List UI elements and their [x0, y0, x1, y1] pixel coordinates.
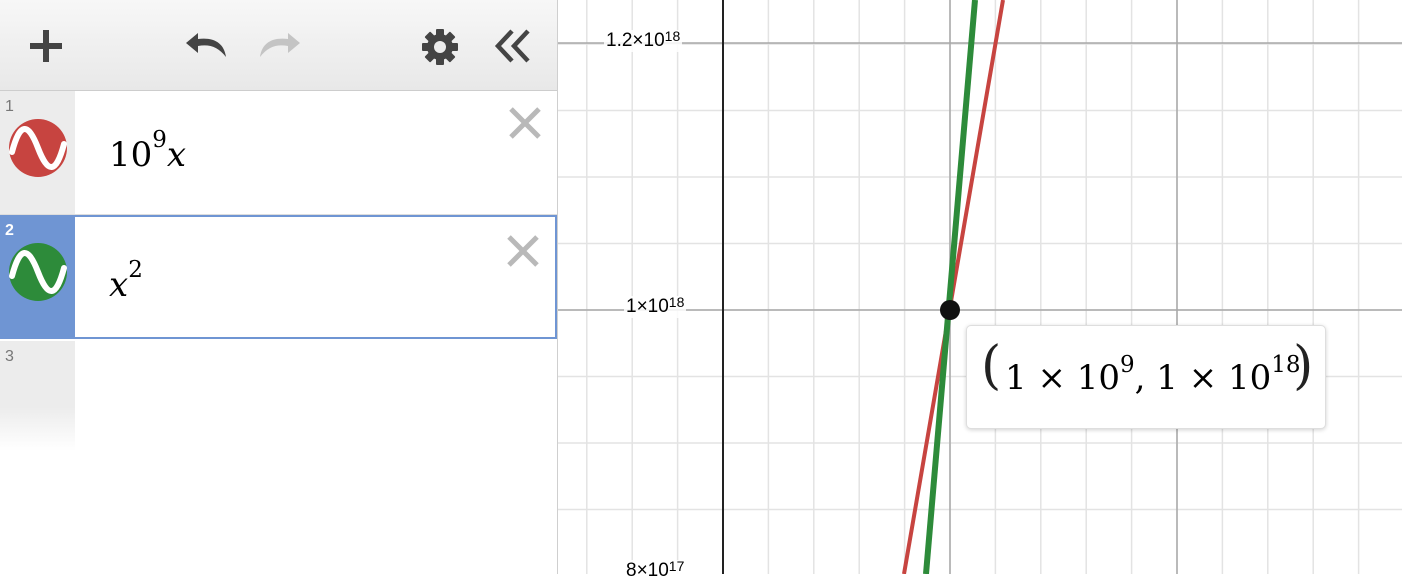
expression-number: 1: [5, 98, 14, 115]
close-icon: [509, 107, 541, 139]
math-exponent: 9: [152, 127, 167, 153]
expression-input[interactable]: x2: [75, 215, 557, 339]
math-expression: 109x: [109, 129, 187, 176]
sine-wave-icon: [9, 119, 67, 177]
minor-gridlines-vertical: [586, 0, 1360, 574]
expression-row-empty[interactable]: 3: [0, 341, 557, 451]
open-paren: (: [981, 336, 1002, 396]
gear-icon: [422, 29, 458, 65]
major-gridlines: [558, 0, 1402, 574]
math-base: 10: [109, 135, 153, 175]
y-label-mantissa: 8×10: [626, 560, 669, 581]
y-exponent: 18: [1271, 352, 1301, 378]
math-exponent: 2: [128, 257, 143, 283]
y-label-mantissa: 1.2×10: [606, 30, 665, 51]
x-exponent: 9: [1120, 352, 1135, 378]
expression-gutter: 3: [0, 341, 75, 451]
math-variable: x: [166, 135, 187, 175]
delete-expression-button[interactable]: [505, 233, 541, 273]
quadratic-curve: [923, 0, 978, 575]
expression-number: 3: [5, 348, 14, 365]
y-mantissa: 1 × 10: [1156, 358, 1272, 398]
expression-input[interactable]: 109x: [75, 91, 557, 214]
x-mantissa: 1 × 10: [1005, 358, 1120, 398]
redo-button[interactable]: [256, 27, 302, 63]
y-label-exponent: 18: [664, 28, 681, 44]
graph-color-toggle[interactable]: [8, 242, 68, 307]
graph-color-toggle[interactable]: [8, 118, 68, 183]
expression-row[interactable]: 2 x2: [0, 215, 557, 339]
redo-icon: [260, 33, 300, 57]
delete-expression-button[interactable]: [507, 105, 543, 145]
add-item-button[interactable]: [27, 27, 65, 65]
point-coordinate-tooltip: ( 1 × 109, 1 × 1018 ): [966, 325, 1326, 429]
undo-button[interactable]: [184, 27, 230, 63]
double-chevron-left-icon: [494, 29, 530, 63]
expression-panel: 1 109x 2: [0, 0, 558, 574]
expression-gutter: 2: [0, 215, 75, 339]
math-expression: x2: [109, 259, 143, 306]
y-label-exponent: 17: [668, 558, 685, 574]
coordinate-text: 1 × 109, 1 × 1018: [1005, 352, 1301, 398]
close-paren: ): [1293, 336, 1314, 396]
expression-toolbar: [0, 0, 557, 91]
y-axis-label: 8×1017: [624, 558, 687, 582]
expression-number: 2: [5, 222, 14, 239]
settings-button[interactable]: [420, 27, 460, 67]
graph-paper[interactable]: 1.2×1018 1×1018 8×1017: [558, 0, 1402, 582]
y-label-exponent: 18: [668, 294, 685, 310]
close-icon: [507, 235, 539, 267]
separator: ,: [1134, 358, 1157, 398]
sine-wave-icon: [9, 243, 67, 301]
intersection-point[interactable]: [940, 300, 960, 320]
graph-canvas[interactable]: [558, 0, 1402, 575]
y-label-mantissa: 1×10: [626, 296, 669, 317]
expression-gutter: 1: [0, 91, 75, 214]
plus-icon: [30, 30, 62, 62]
collapse-panel-button[interactable]: [492, 27, 532, 65]
undo-icon: [186, 33, 226, 57]
y-axis-label: 1×1018: [624, 294, 687, 318]
expression-row[interactable]: 1 109x: [0, 91, 557, 215]
y-axis-label: 1.2×1018: [604, 28, 683, 52]
expression-input[interactable]: [75, 341, 557, 451]
math-variable: x: [109, 265, 129, 305]
minor-gridlines-horizontal: [558, 43, 1402, 511]
